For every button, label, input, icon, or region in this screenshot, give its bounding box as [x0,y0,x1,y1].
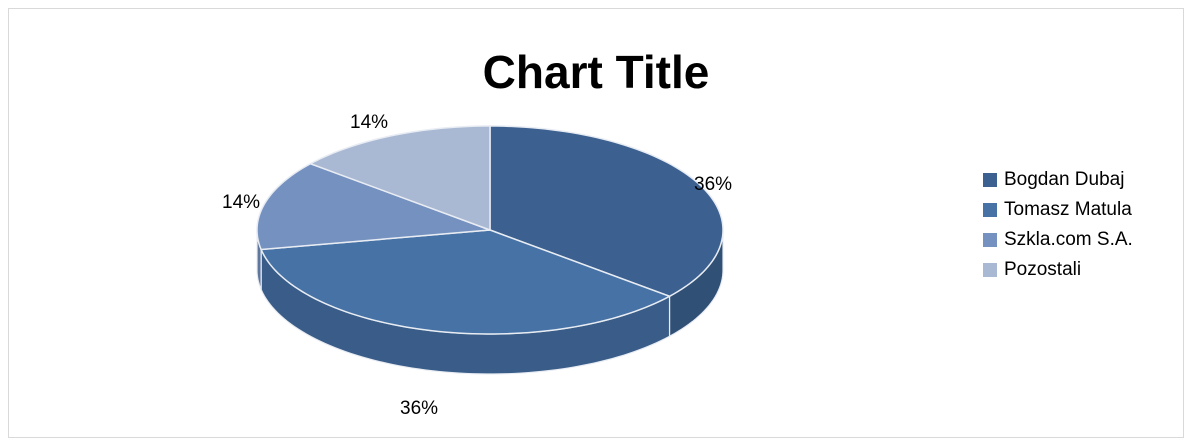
pie-slice-pozostali [308,125,491,232]
data-label-1: 36% [400,398,438,419]
legend-label: Tomasz Matula [1004,199,1132,220]
data-label-3: 14% [350,112,388,133]
pie-slice-bogdan-dubaj [489,125,724,298]
legend-label: Bogdan Dubaj [1004,169,1125,190]
legend: Bogdan Dubaj Tomasz Matula Szkla.com S.A. P… [983,165,1133,285]
legend-item: Tomasz Matula [983,195,1133,225]
legend-label: Pozostali [1004,259,1082,280]
legend-item: Pozostali [983,255,1133,285]
legend-swatch [983,233,997,247]
pie-labels: 36% 36% 14% 14% [222,112,732,419]
pie-slice-tomasz-matula [260,229,672,335]
data-label-2: 14% [222,192,260,213]
data-label-0: 36% [694,174,732,195]
legend-swatch [983,203,997,217]
legend-swatch [983,263,997,277]
legend-swatch [983,173,997,187]
legend-label: Szkla.com S.A. [1004,229,1133,250]
pie-slice-szkla-com-s-a- [256,162,491,251]
legend-item: Bogdan Dubaj [983,165,1133,195]
pie-top [256,125,724,335]
chart-title: Chart Title [482,46,710,98]
legend-item: Szkla.com S.A. [983,225,1133,255]
